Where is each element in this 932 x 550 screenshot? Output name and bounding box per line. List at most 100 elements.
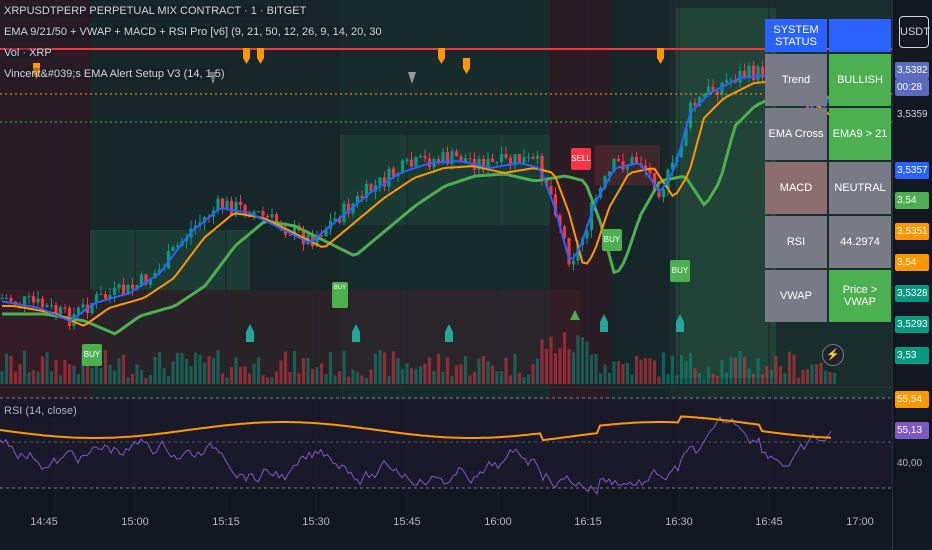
volume-bar	[567, 349, 571, 384]
candle-body	[400, 160, 405, 174]
volume-bar	[139, 369, 144, 384]
volume-bar	[297, 373, 301, 384]
volume-bar	[387, 376, 391, 384]
volume-bar	[72, 365, 76, 384]
candle-body	[742, 70, 747, 78]
lightning-icon[interactable]: ⚡	[822, 344, 844, 366]
volume-bar	[166, 376, 171, 384]
candle-body	[499, 154, 504, 162]
time-axis[interactable]: 14:45 15:00 15:15 15:30 15:45 16:00 16:1…	[0, 512, 892, 550]
volume-bar	[261, 375, 265, 384]
volume-bar	[666, 374, 670, 384]
volume-bar	[247, 373, 252, 384]
status-label-macd: MACD	[765, 162, 827, 214]
candle-body	[166, 251, 171, 269]
status-label-ema-cross: EMA Cross	[765, 108, 827, 160]
candle-body	[22, 296, 27, 305]
candle-body	[108, 294, 112, 299]
candle-body	[738, 70, 742, 83]
volume-bar	[81, 350, 85, 384]
volume-bar	[729, 356, 733, 384]
candle-body	[81, 304, 85, 308]
candle-body	[49, 305, 54, 307]
candle-body	[90, 303, 94, 314]
volume-bar	[342, 350, 346, 384]
status-label-trend: Trend	[765, 54, 827, 106]
candle-body	[661, 189, 666, 198]
indicator-legend-ema[interactable]: EMA 9/21/50 + VWAP + MACD + RSI Pro [v6]…	[4, 26, 382, 38]
candle-body	[130, 284, 135, 290]
volume-bar	[99, 367, 103, 384]
candle-body	[648, 169, 652, 174]
currency-selector[interactable]: USDT	[899, 16, 930, 48]
volume-bar	[472, 371, 477, 384]
candle-body	[558, 215, 562, 227]
range-box	[340, 135, 550, 225]
rsi-legend[interactable]: RSI (14, close)	[4, 405, 77, 417]
volume-bar	[661, 352, 666, 384]
indicator-legend-alert[interactable]: Vincent&#039;s EMA Alert Setup V3 (14, 1…	[4, 68, 225, 80]
candle-body	[616, 159, 621, 162]
candle-body	[751, 65, 756, 81]
volume-bar	[423, 363, 427, 384]
volume-bar	[157, 351, 162, 384]
volume-bar	[598, 373, 603, 384]
bottom-markers	[246, 310, 684, 342]
candle-body	[31, 296, 36, 303]
volume-bar	[202, 362, 207, 384]
volume-bar	[684, 360, 688, 384]
candle-body	[324, 228, 328, 237]
candle-body	[481, 158, 486, 171]
volume-bar	[274, 371, 279, 384]
rsi-value: 55,13	[895, 422, 929, 439]
candle-body	[585, 230, 589, 239]
candle-body	[531, 157, 535, 159]
up-arrow-marker	[246, 324, 254, 342]
volume-bar	[778, 366, 783, 384]
volume-bar	[774, 356, 778, 384]
volume-bar	[724, 372, 729, 384]
candle-body	[333, 218, 337, 221]
ema50-price-label: 3,54	[895, 192, 929, 209]
volume-bar	[670, 355, 675, 384]
buy-signal: BUY	[82, 344, 102, 366]
status-value-trend: BULLISH	[829, 54, 891, 106]
volume-bar	[711, 373, 715, 384]
ema21-price-label: 3,5351	[895, 223, 929, 240]
volume-bar	[360, 375, 364, 384]
volume-bar	[535, 358, 540, 384]
volume-bar	[90, 367, 94, 384]
volume-bar	[463, 355, 468, 384]
volume-bar	[792, 354, 796, 384]
candle-body	[94, 294, 99, 304]
volume-bar	[180, 352, 184, 384]
symbol-title[interactable]: XRPUSDTPERP PERPETUAL MIX CONTRACT · 1 ·…	[4, 5, 307, 17]
volume-bar	[378, 350, 382, 384]
candle-body	[567, 237, 571, 265]
volume-bar	[621, 363, 625, 384]
volume-bar	[270, 377, 274, 384]
up-arrow-marker	[445, 324, 453, 342]
candle-body	[630, 157, 634, 165]
candle-body	[283, 229, 288, 235]
candle-body	[517, 154, 522, 163]
volume-bar	[630, 374, 634, 384]
volume-bar	[310, 368, 315, 384]
down-triangle-marker	[408, 72, 416, 84]
price-label: 3,5293	[895, 316, 929, 333]
volume-bar	[265, 377, 270, 384]
volume-bar	[126, 377, 130, 384]
candle-body	[99, 294, 103, 296]
volume-bar	[634, 355, 639, 384]
volume-bar	[814, 364, 819, 384]
candle-body	[760, 66, 765, 78]
price-label: 3,53	[895, 347, 929, 364]
candle-body	[364, 183, 369, 199]
candle-body	[157, 269, 162, 273]
price-axis[interactable]: 3,5382 00:28 3,5359 3,5357 3,54 3,5351 3…	[892, 0, 932, 550]
candle-body	[454, 151, 459, 157]
candle-body	[445, 152, 450, 164]
buy-signal: BUY	[670, 260, 690, 282]
indicator-legend-volume[interactable]: Vol · XRP	[4, 47, 52, 59]
volume-bar	[594, 353, 598, 384]
